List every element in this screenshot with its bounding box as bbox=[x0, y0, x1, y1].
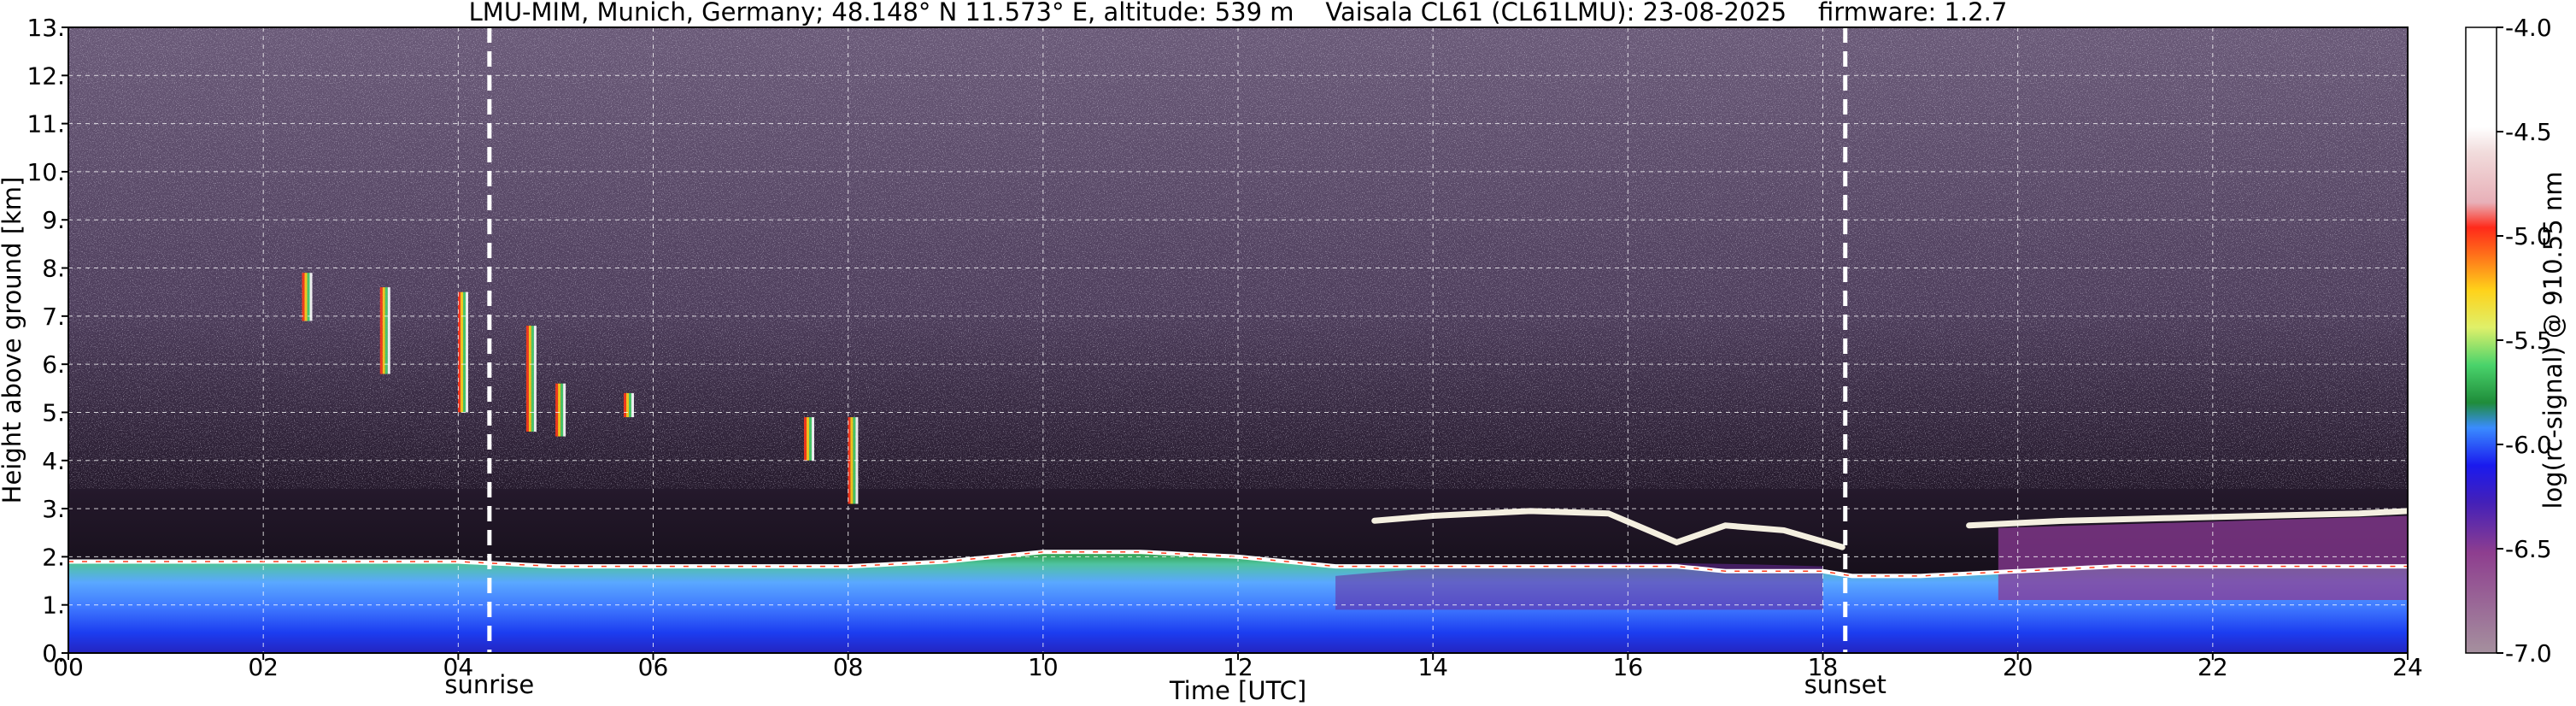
x-tick-label: 02 bbox=[248, 653, 279, 681]
colorbar-tick-label: -5.5 bbox=[2505, 327, 2552, 355]
grid bbox=[68, 27, 2408, 653]
marker-label-sunset: sunset bbox=[1804, 670, 1887, 699]
x-tick-label: 06 bbox=[638, 653, 669, 681]
x-tick-label: 00 bbox=[53, 653, 84, 681]
colorbar bbox=[2465, 26, 2497, 654]
y-tick-label: 1. bbox=[42, 591, 65, 620]
x-tick-label: 22 bbox=[2198, 653, 2228, 681]
cloud-streak bbox=[458, 291, 468, 413]
y-axis-label: Height above ground [km] bbox=[0, 177, 26, 504]
y-tick-label: 12. bbox=[26, 62, 65, 90]
colorbar-label: log(rc-signal) @ 910.55 nm bbox=[2538, 171, 2567, 509]
x-tick-label: 12 bbox=[1223, 653, 1253, 681]
residual-layer-night bbox=[1998, 515, 2408, 601]
colorbar-tick-label: -4.5 bbox=[2505, 118, 2552, 146]
x-tick-label: 24 bbox=[2392, 653, 2423, 681]
y-tick-label: 4. bbox=[42, 447, 65, 475]
cloud-streak bbox=[624, 392, 634, 418]
x-tick-label: 18 bbox=[1808, 653, 1839, 681]
elevated-aerosol-layer bbox=[1371, 508, 1845, 550]
y-tick-label: 7. bbox=[42, 303, 65, 331]
cloud-streak bbox=[525, 326, 537, 432]
x-tick-label: 08 bbox=[833, 653, 864, 681]
y-tick-label: 10. bbox=[26, 158, 65, 186]
y-tick-label: 2. bbox=[42, 543, 65, 571]
y-tick-label: 13. bbox=[26, 14, 65, 42]
cloud-streak bbox=[379, 287, 390, 374]
colorbar-tick-label: -4.0 bbox=[2505, 14, 2552, 42]
y-tick-label: 6. bbox=[42, 350, 65, 379]
chart-title: LMU-MIM, Munich, Germany; 48.148° N 11.5… bbox=[469, 0, 2008, 26]
x-tick-label: 16 bbox=[1613, 653, 1644, 681]
cloud-streak bbox=[804, 417, 814, 461]
cloud-streak bbox=[302, 273, 313, 321]
y-tick-label: 9. bbox=[42, 206, 65, 234]
x-tick-label: 04 bbox=[443, 653, 474, 681]
y-tick-label: 3. bbox=[42, 495, 65, 523]
x-axis-label: Time [UTC] bbox=[1169, 676, 1306, 705]
x-tick-label: 10 bbox=[1028, 653, 1059, 681]
colorbar-tick-label: -5.0 bbox=[2505, 222, 2552, 250]
y-tick-label: 0. bbox=[42, 639, 65, 668]
y-tick-label: 5. bbox=[42, 398, 65, 427]
x-tick-label: 14 bbox=[1417, 653, 1448, 681]
residual-layer-afternoon bbox=[1335, 562, 1823, 610]
colorbar-tick-label: -6.5 bbox=[2505, 535, 2552, 563]
marker-label-sunrise: sunrise bbox=[444, 670, 534, 699]
cloud-streak bbox=[555, 383, 566, 437]
x-tick-label: 20 bbox=[2003, 653, 2033, 681]
y-tick-label: 11. bbox=[26, 110, 65, 138]
colorbar-tick-label: -6.0 bbox=[2505, 431, 2552, 459]
y-tick-label: 8. bbox=[42, 255, 65, 283]
colorbar-tick-label: -7.0 bbox=[2505, 639, 2552, 668]
